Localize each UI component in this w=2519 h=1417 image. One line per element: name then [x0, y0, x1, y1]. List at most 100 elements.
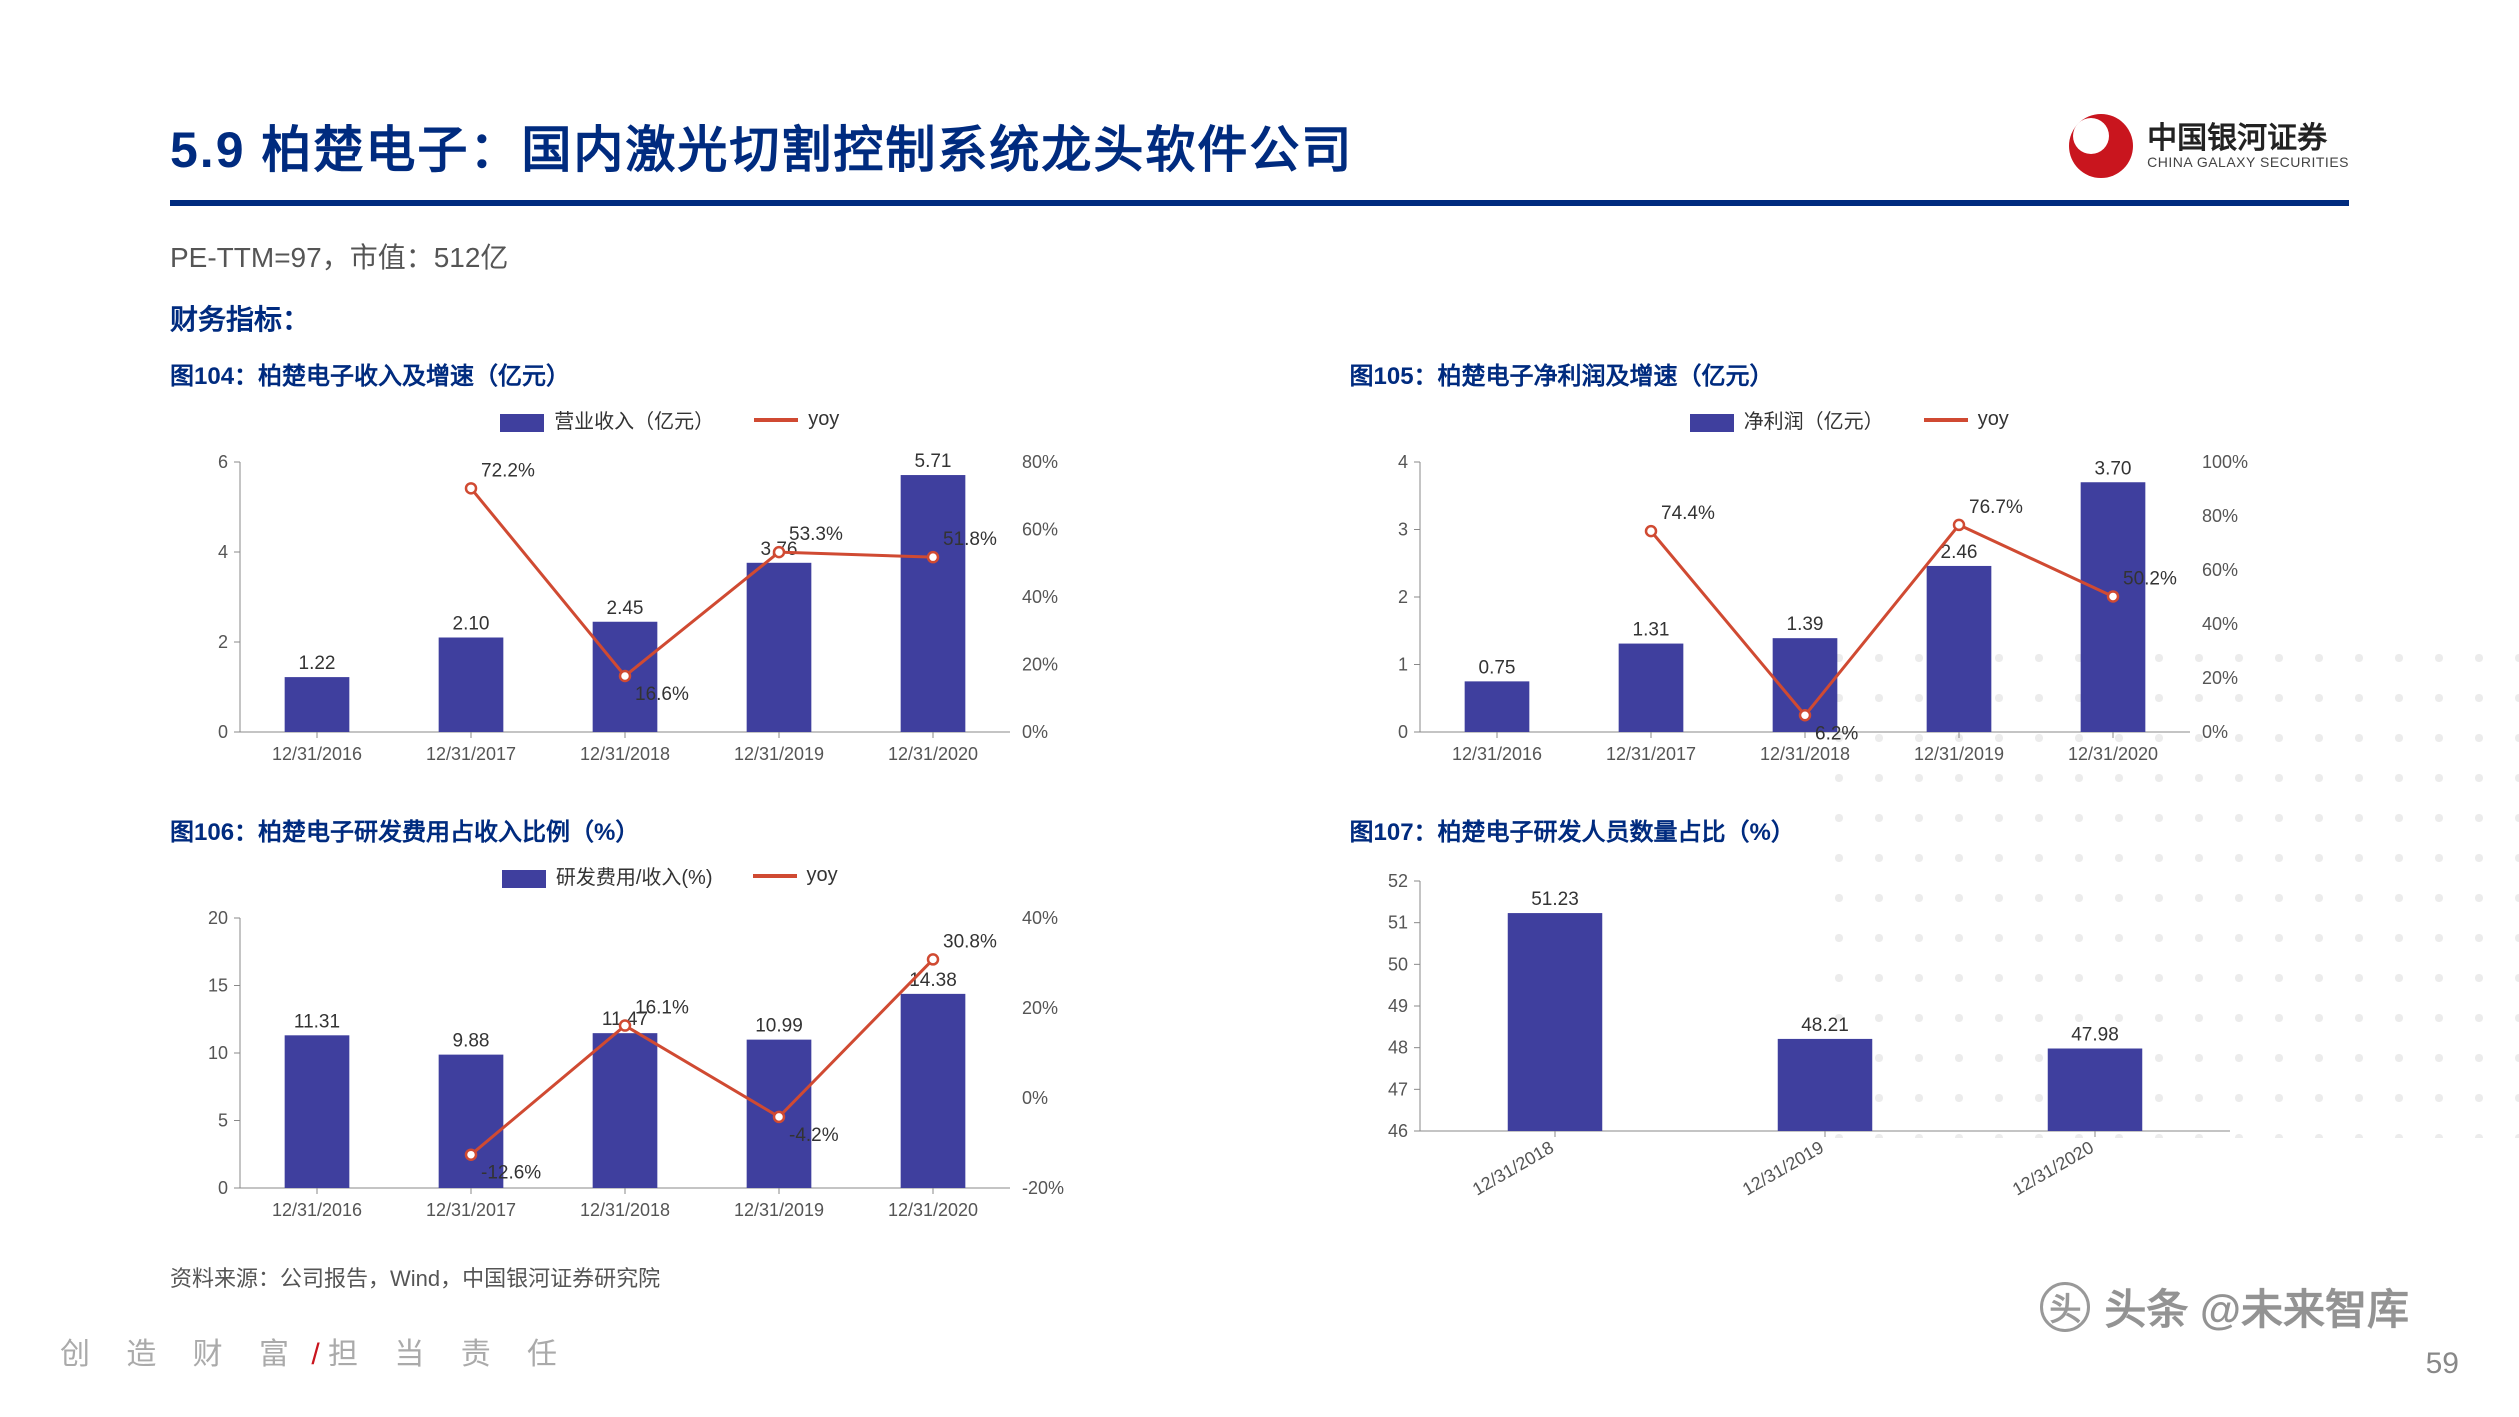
chart-104-svg: 02460%20%40%60%80%1.2212/31/20162.1012/3…: [170, 442, 1090, 782]
svg-text:80%: 80%: [1022, 452, 1058, 472]
svg-text:12/31/2016: 12/31/2016: [272, 1200, 362, 1220]
svg-text:47.98: 47.98: [2071, 1025, 2119, 1046]
svg-text:5: 5: [218, 1111, 228, 1131]
chart-105-legend: 净利润（亿元） yoy: [1350, 405, 2350, 434]
svg-text:12/31/2020: 12/31/2020: [888, 744, 978, 764]
svg-text:2.10: 2.10: [453, 614, 490, 635]
logo-icon: [2069, 114, 2133, 178]
logo-text-cn: 中国银河证券: [2147, 122, 2349, 155]
svg-text:2.46: 2.46: [1940, 542, 1977, 563]
svg-text:-20%: -20%: [1022, 1178, 1064, 1198]
svg-text:6: 6: [218, 452, 228, 472]
svg-text:46: 46: [1387, 1121, 1407, 1141]
svg-text:16.6%: 16.6%: [635, 684, 689, 705]
svg-text:14.38: 14.38: [909, 970, 957, 991]
svg-text:12/31/2019: 12/31/2019: [734, 744, 824, 764]
svg-text:53.3%: 53.3%: [789, 524, 843, 545]
chart-104-legend: 营业收入（亿元） yoy: [170, 405, 1170, 434]
chart-105-title: 图105：柏楚电子净利润及增速（亿元）: [1350, 356, 2350, 391]
svg-text:50.2%: 50.2%: [2123, 568, 2177, 589]
chart-105-svg: 012340%20%40%60%80%100%0.7512/31/20161.3…: [1350, 442, 2270, 782]
legend-line-swatch: [1924, 418, 1968, 422]
svg-text:51.8%: 51.8%: [943, 529, 997, 550]
svg-text:74.4%: 74.4%: [1661, 503, 1715, 524]
svg-text:1: 1: [1397, 655, 1407, 675]
svg-text:11.31: 11.31: [294, 1011, 340, 1032]
svg-text:72.2%: 72.2%: [481, 460, 535, 481]
svg-text:49: 49: [1387, 996, 1407, 1016]
logo: 中国银河证券 CHINA GALAXY SECURITIES: [2069, 114, 2349, 178]
svg-text:1.22: 1.22: [299, 653, 336, 674]
chart-106-title: 图106：柏楚电子研发费用占收入比例（%）: [170, 812, 1170, 847]
legend-bar-swatch: [502, 870, 546, 888]
svg-text:20%: 20%: [1022, 655, 1058, 675]
svg-text:48.21: 48.21: [1801, 1015, 1849, 1036]
chart-107-svg: 4647484950515251.2312/31/201848.2112/31/…: [1350, 861, 2270, 1241]
page-number: 59: [2426, 1347, 2459, 1381]
chart-106: 图106：柏楚电子研发费用占收入比例（%） 研发费用/收入(%) yoy 051…: [170, 812, 1170, 1241]
svg-text:20%: 20%: [2202, 668, 2238, 688]
svg-text:48: 48: [1387, 1038, 1407, 1058]
svg-text:12/31/2020: 12/31/2020: [2008, 1137, 2096, 1199]
svg-text:0%: 0%: [1022, 722, 1048, 742]
svg-text:10.99: 10.99: [755, 1016, 803, 1037]
svg-text:47: 47: [1387, 1079, 1407, 1099]
legend-line-swatch: [753, 874, 797, 878]
svg-text:0: 0: [218, 722, 228, 742]
svg-text:51.23: 51.23: [1531, 889, 1579, 910]
chart-104: 图104：柏楚电子收入及增速（亿元） 营业收入（亿元） yoy 0 2 4 6 0% 20…: [170, 356, 1170, 782]
legend-bar-swatch: [1690, 414, 1734, 432]
svg-text:20: 20: [208, 908, 228, 928]
subtitle: PE-TTM=97，市值：512亿: [170, 236, 2349, 276]
svg-text:15: 15: [208, 976, 228, 996]
chart-106-legend: 研发费用/收入(%) yoy: [170, 861, 1170, 890]
svg-text:0%: 0%: [2202, 722, 2228, 742]
svg-text:3: 3: [1397, 520, 1407, 540]
svg-text:12/31/2017: 12/31/2017: [426, 744, 516, 764]
legend-bar-label: 研发费用/收入(%): [556, 867, 713, 889]
svg-text:12/31/2017: 12/31/2017: [426, 1200, 516, 1220]
svg-text:6.2%: 6.2%: [1815, 723, 1858, 744]
svg-text:52: 52: [1387, 871, 1407, 891]
svg-text:1.39: 1.39: [1786, 614, 1823, 635]
svg-text:12/31/2018: 12/31/2018: [1468, 1137, 1556, 1199]
svg-text:10: 10: [208, 1043, 228, 1063]
chart-104-title: 图104：柏楚电子收入及增速（亿元）: [170, 356, 1170, 391]
svg-text:100%: 100%: [2202, 452, 2248, 472]
svg-text:2: 2: [1397, 587, 1407, 607]
legend-bar-swatch: [500, 414, 544, 432]
svg-text:12/31/2019: 12/31/2019: [734, 1200, 824, 1220]
svg-text:0.75: 0.75: [1478, 657, 1515, 678]
legend-line-label: yoy: [807, 864, 838, 886]
section-label: 财务指标：: [170, 298, 2349, 338]
legend-line-label: yoy: [1978, 408, 2009, 430]
svg-text:12/31/2016: 12/31/2016: [272, 744, 362, 764]
svg-text:12/31/2016: 12/31/2016: [1451, 744, 1541, 764]
svg-text:9.88: 9.88: [453, 1031, 490, 1052]
svg-text:76.7%: 76.7%: [1969, 497, 2023, 518]
header: 5.9 柏楚电子：国内激光切割控制系统龙头软件公司 中国银河证券 CHINA G…: [170, 110, 2349, 206]
svg-text:-12.6%: -12.6%: [481, 1163, 541, 1184]
svg-text:12/31/2018: 12/31/2018: [580, 744, 670, 764]
svg-text:0: 0: [1397, 722, 1407, 742]
svg-text:2: 2: [218, 632, 228, 652]
svg-text:4: 4: [1397, 452, 1407, 472]
svg-text:4: 4: [218, 542, 228, 562]
page-title: 5.9 柏楚电子：国内激光切割控制系统龙头软件公司: [170, 110, 1353, 182]
svg-text:40%: 40%: [2202, 614, 2238, 634]
svg-text:80%: 80%: [2202, 506, 2238, 526]
svg-text:60%: 60%: [2202, 560, 2238, 580]
svg-text:12/31/2019: 12/31/2019: [1738, 1137, 1826, 1199]
svg-text:40%: 40%: [1022, 908, 1058, 928]
svg-text:12/31/2017: 12/31/2017: [1605, 744, 1695, 764]
legend-bar-label: 营业收入（亿元）: [554, 411, 714, 433]
chart-106-svg: 05101520-20%0%20%40%11.3112/31/20169.881…: [170, 898, 1090, 1238]
legend-line-swatch: [754, 418, 798, 422]
legend-line-label: yoy: [808, 408, 839, 430]
svg-text:0%: 0%: [1022, 1088, 1048, 1108]
svg-text:30.8%: 30.8%: [943, 931, 997, 952]
svg-text:12/31/2019: 12/31/2019: [1913, 744, 2003, 764]
svg-text:3.70: 3.70: [2094, 458, 2131, 479]
svg-text:2.45: 2.45: [607, 598, 644, 619]
source-text: 资料来源：公司报告，Wind，中国银河证券研究院: [170, 1261, 2349, 1293]
